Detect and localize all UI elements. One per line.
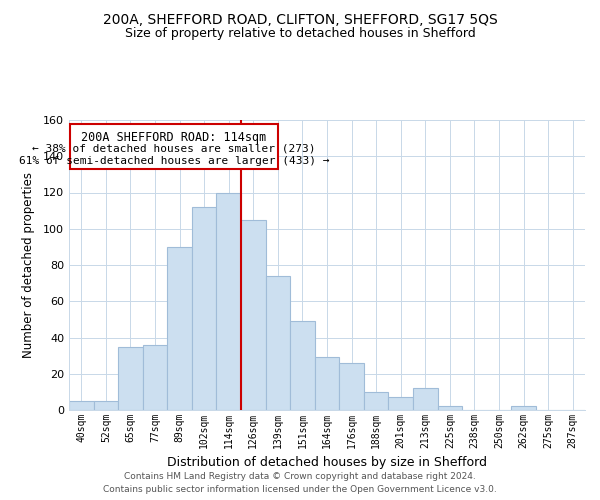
Text: Contains HM Land Registry data © Crown copyright and database right 2024.: Contains HM Land Registry data © Crown c… [124,472,476,481]
Text: Contains public sector information licensed under the Open Government Licence v3: Contains public sector information licen… [103,485,497,494]
Text: 200A SHEFFORD ROAD: 114sqm: 200A SHEFFORD ROAD: 114sqm [82,131,266,144]
Bar [315,358,339,410]
Bar [266,276,290,410]
Bar [94,401,118,410]
Bar [364,392,388,410]
Text: ← 38% of detached houses are smaller (273): ← 38% of detached houses are smaller (27… [32,144,316,154]
Bar [413,388,437,410]
Text: 61% of semi-detached houses are larger (433) →: 61% of semi-detached houses are larger (… [19,156,329,166]
Bar [339,363,364,410]
Bar [118,346,143,410]
Bar [511,406,536,410]
X-axis label: Distribution of detached houses by size in Shefford: Distribution of detached houses by size … [167,456,487,469]
Bar [241,220,266,410]
Bar [69,401,94,410]
Bar [143,345,167,410]
Y-axis label: Number of detached properties: Number of detached properties [22,172,35,358]
FancyBboxPatch shape [70,124,278,169]
Bar [167,247,192,410]
Bar [290,321,315,410]
Bar [217,192,241,410]
Text: Size of property relative to detached houses in Shefford: Size of property relative to detached ho… [125,28,475,40]
Bar [388,398,413,410]
Bar [192,207,217,410]
Text: 200A, SHEFFORD ROAD, CLIFTON, SHEFFORD, SG17 5QS: 200A, SHEFFORD ROAD, CLIFTON, SHEFFORD, … [103,12,497,26]
Bar [437,406,462,410]
